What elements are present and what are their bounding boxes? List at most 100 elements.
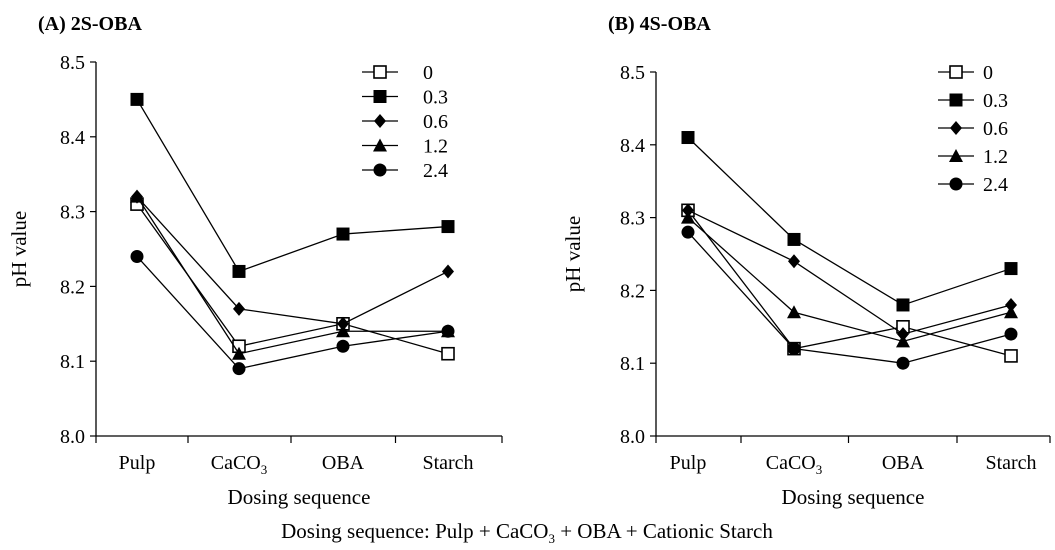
series-line	[687, 209, 1012, 335]
series-1-2	[681, 210, 1018, 348]
data-point	[442, 264, 454, 279]
chart-panel-b: (B) 4S-OBA 8.0 8.1 8.2 8.3 8.4 8.5 Pulp CaCO3 OBA…	[561, 13, 1051, 509]
y-tick-label: 8.2	[60, 276, 85, 298]
data-point	[441, 220, 455, 234]
y-tick-label: 8.4	[620, 135, 645, 157]
series-0-6	[131, 189, 454, 331]
x-axis-label: Dosing sequence	[782, 485, 925, 509]
legend: 0 0.30.6 1.22.4	[362, 62, 448, 182]
legend-label: 0	[983, 62, 993, 84]
data-point	[441, 346, 455, 361]
data-point	[337, 316, 349, 331]
data-point	[130, 249, 144, 263]
data-point	[1005, 297, 1017, 312]
y-axis-label: pH value	[561, 216, 585, 292]
x-tick-label: Pulp	[119, 452, 156, 474]
x-tick-label: Starch	[422, 452, 473, 474]
series-0-3	[130, 92, 455, 278]
series-line	[136, 196, 449, 325]
legend-label: 0.3	[423, 87, 448, 109]
data-point	[896, 356, 910, 370]
data-point	[1004, 262, 1018, 276]
y-tick-label: 8.0	[620, 426, 645, 448]
legend-label: 2.4	[983, 174, 1008, 196]
data-point	[896, 334, 910, 348]
data-point	[130, 92, 144, 106]
x-tick-label: OBA	[882, 452, 925, 474]
data-point	[896, 298, 910, 312]
y-axis-label: pH value	[7, 211, 31, 287]
y-tick-label: 8.4	[60, 127, 85, 149]
legend-marker	[373, 163, 387, 177]
legend-marker	[373, 138, 387, 152]
y-tick-label: 8.0	[60, 426, 85, 448]
legend-label: 1.2	[423, 136, 448, 158]
data-point	[336, 339, 350, 353]
y-tick-label: 8.2	[620, 280, 645, 302]
legend: 0 0.3 0.6 1.2 2.4	[938, 62, 1008, 196]
y-tick-label: 8.5	[620, 62, 645, 84]
x-tick-label: Pulp	[670, 452, 707, 474]
legend-marker	[950, 121, 962, 135]
series-0-6	[682, 203, 1017, 342]
data-point	[787, 342, 801, 356]
data-point	[232, 346, 246, 360]
series-line	[136, 196, 448, 355]
y-tick-label: 8.5	[60, 52, 85, 74]
data-point	[681, 210, 695, 224]
legend-label: 2.4	[423, 160, 448, 182]
y-tick-label: 8.1	[620, 353, 645, 375]
legend-marker	[949, 93, 963, 107]
series-line	[136, 99, 449, 273]
data-point	[336, 227, 350, 241]
x-tick-label: CaCO3	[211, 452, 268, 477]
series-line	[136, 256, 449, 370]
legend-label: 0.6	[423, 111, 448, 133]
legend-marker	[374, 114, 386, 128]
series-0-3	[681, 131, 1018, 312]
legend-label: 0.6	[983, 118, 1008, 140]
data-point	[682, 203, 694, 218]
legend-marker	[949, 149, 963, 162]
chart-title: (A) 2S-OBA	[38, 13, 142, 35]
chart-title: (B) 4S-OBA	[608, 13, 711, 35]
series-2-4	[681, 225, 1018, 370]
series-line	[687, 137, 1012, 306]
data-point	[130, 189, 144, 203]
series-0	[130, 197, 455, 361]
data-point	[1004, 327, 1018, 341]
legend-label: 0	[423, 62, 433, 84]
data-point	[233, 301, 245, 316]
figure-caption: Dosing sequence: Pulp + CaCO3 + OBA + Ca…	[281, 519, 773, 546]
data-point	[897, 327, 909, 342]
legend-marker	[949, 65, 963, 79]
series-2-4	[130, 249, 455, 376]
data-point	[336, 324, 350, 338]
data-point	[232, 264, 246, 278]
data-point	[681, 131, 695, 145]
x-tick-label: Starch	[985, 452, 1036, 474]
x-tick-label: CaCO3	[766, 452, 823, 477]
x-axis-label: Dosing sequence	[228, 485, 371, 509]
x-tick-label: OBA	[322, 452, 365, 474]
legend-marker	[949, 177, 963, 191]
legend-label: 1.2	[983, 146, 1008, 168]
data-point	[232, 362, 246, 376]
chart-panel-a: (A) 2S-OBA 8.0 8.1 8.2 8.3 8.4 8.5 Pulp CaCO3 OBA…	[7, 13, 503, 509]
legend-label: 0.3	[983, 90, 1008, 112]
series-line	[687, 209, 1012, 357]
data-point	[441, 324, 455, 338]
data-point	[787, 305, 801, 319]
series-line	[687, 217, 1012, 343]
legend-marker	[373, 65, 387, 79]
data-point	[1004, 305, 1018, 319]
y-tick-label: 8.3	[620, 208, 645, 230]
data-point	[1004, 349, 1018, 363]
series-line	[687, 231, 1012, 364]
y-tick-label: 8.1	[60, 351, 85, 373]
legend-marker	[373, 90, 387, 103]
data-point	[681, 225, 695, 239]
data-point	[787, 232, 801, 246]
y-tick-label: 8.3	[60, 202, 85, 224]
